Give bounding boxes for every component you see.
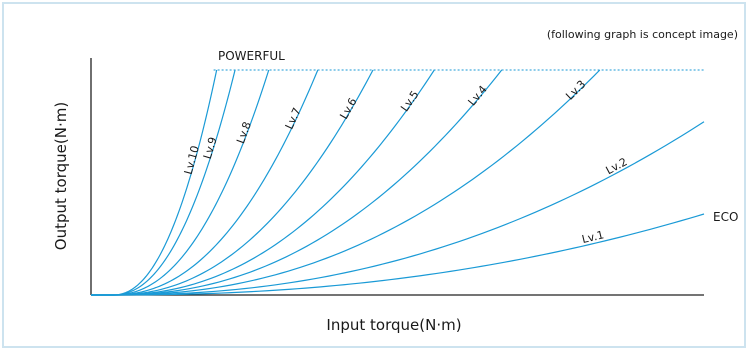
- series-layer: [91, 69, 705, 296]
- series-label-lv3: Lv.3: [563, 78, 588, 103]
- series-line-lv10: [91, 69, 218, 296]
- series-line-lv8: [91, 69, 270, 296]
- y-axis-label: Output torque(N·m): [52, 102, 70, 250]
- series-line-lv9: [91, 69, 236, 296]
- series-label-lv10: Lv.10: [182, 144, 202, 176]
- series-line-lv4: [91, 69, 503, 296]
- series-label-lv8: Lv.8: [234, 120, 254, 145]
- series-label-lv4: Lv.4: [465, 83, 489, 108]
- series-line-lv1: [91, 213, 705, 296]
- series-line-lv2: [91, 121, 705, 296]
- eco-label: ECO: [713, 210, 738, 224]
- series-line-lv3: [91, 69, 601, 296]
- series-label-lv1: Lv.1: [581, 228, 606, 246]
- x-axis-label: Input torque(N·m): [326, 316, 461, 334]
- series-label-lv5: Lv.5: [398, 88, 421, 114]
- series-label-lv2: Lv.2: [604, 155, 630, 177]
- series-line-lv6: [91, 69, 374, 296]
- series-line-lv5: [91, 69, 435, 296]
- chart-frame: [2, 2, 746, 348]
- concept-note: (following graph is concept image): [547, 28, 738, 41]
- series-line-lv7: [91, 69, 319, 296]
- series-label-lv9: Lv.9: [201, 136, 220, 161]
- powerful-label: POWERFUL: [218, 49, 285, 63]
